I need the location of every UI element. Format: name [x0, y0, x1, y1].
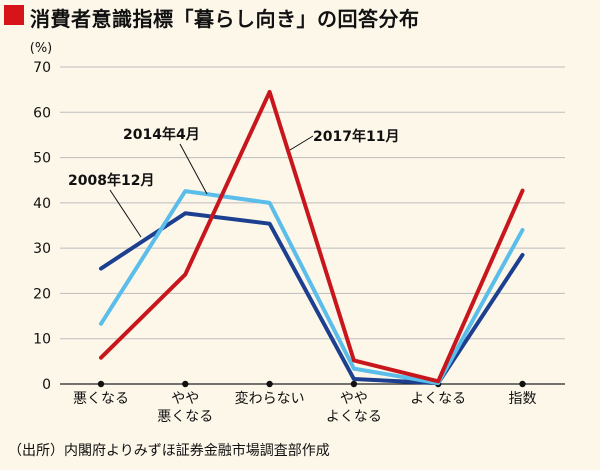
- chart-title: 消費者意識指標「暮らし向き」の回答分布: [30, 7, 420, 31]
- y-tick-label: 50: [33, 151, 51, 167]
- series-line: [99, 189, 525, 386]
- x-tick-label: 変わらない: [235, 390, 305, 407]
- series-label: 2014年4月: [123, 126, 200, 143]
- x-category-marker: [350, 380, 358, 388]
- annotation-leader-line: [109, 189, 142, 238]
- x-tick-label: 悪くなる: [73, 391, 129, 407]
- annotation-leader-line: [289, 135, 314, 151]
- y-tick-label: 40: [33, 196, 51, 212]
- y-tick-label: 70: [33, 60, 51, 76]
- x-category-marker: [266, 380, 273, 388]
- y-axis-unit-label: (%): [30, 41, 53, 56]
- title-bar: 消費者意識指標「暮らし向き」の回答分布: [0, 0, 600, 32]
- series-label: 2017年11月: [313, 128, 399, 145]
- source-note: （出所）内閣府よりみずほ証券金融市場調査部作成: [8, 443, 330, 459]
- x-tick-label: やや: [171, 391, 199, 407]
- y-tick-label: 0: [42, 377, 51, 393]
- x-tick-label: 悪くなる: [157, 409, 213, 425]
- annotation-leader-line: [179, 143, 208, 195]
- series-line: [99, 89, 525, 384]
- x-category-marker: [97, 380, 105, 388]
- x-tick-label: 指数: [509, 391, 537, 407]
- x-tick-label: やや: [340, 391, 368, 407]
- x-category-marker: [519, 380, 526, 388]
- series-label: 2008年12月: [68, 172, 154, 189]
- series-line: [99, 211, 525, 386]
- x-tick-label: よくなる: [410, 391, 466, 407]
- x-tick-label: よくなる: [326, 409, 382, 425]
- x-category-marker: [182, 380, 189, 388]
- y-tick-label: 20: [33, 286, 51, 302]
- y-tick-label: 10: [33, 332, 51, 348]
- title-marker: [4, 5, 24, 25]
- y-tick-label: 60: [33, 105, 51, 121]
- y-tick-label: 30: [33, 241, 51, 257]
